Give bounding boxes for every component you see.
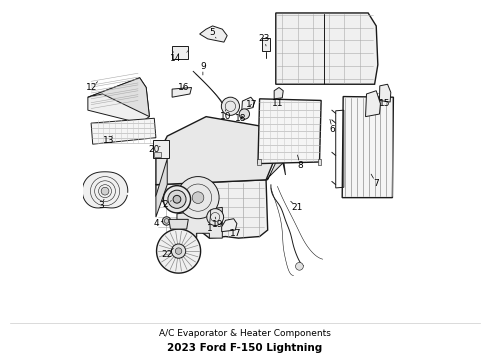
- Text: 19: 19: [212, 220, 223, 229]
- Text: 2: 2: [163, 199, 169, 209]
- Circle shape: [239, 109, 249, 119]
- Polygon shape: [258, 99, 321, 163]
- Text: 23: 23: [259, 34, 270, 43]
- Text: 2023 Ford F-150 Lightning: 2023 Ford F-150 Lightning: [168, 343, 322, 353]
- Bar: [154, 152, 161, 157]
- Polygon shape: [156, 159, 167, 217]
- Text: 12: 12: [86, 83, 98, 92]
- Text: 18: 18: [235, 114, 247, 123]
- Bar: [172, 46, 188, 59]
- Text: 20: 20: [148, 144, 160, 153]
- Polygon shape: [156, 117, 281, 185]
- Polygon shape: [199, 26, 227, 42]
- Polygon shape: [221, 219, 237, 232]
- Polygon shape: [266, 152, 286, 180]
- Text: 5: 5: [210, 28, 216, 37]
- Text: 11: 11: [271, 99, 283, 108]
- Polygon shape: [172, 87, 192, 97]
- Circle shape: [207, 209, 223, 225]
- Polygon shape: [82, 172, 128, 208]
- Text: 8: 8: [297, 161, 303, 170]
- Polygon shape: [88, 78, 149, 117]
- Text: 7: 7: [373, 179, 379, 188]
- Polygon shape: [177, 207, 222, 238]
- Text: 3: 3: [98, 201, 104, 210]
- Polygon shape: [91, 118, 156, 144]
- Circle shape: [177, 176, 219, 219]
- Polygon shape: [88, 78, 149, 123]
- Text: 22: 22: [162, 250, 173, 259]
- Text: A/C Evaporator & Heater Components: A/C Evaporator & Heater Components: [159, 329, 331, 338]
- Text: 4: 4: [153, 219, 159, 228]
- Bar: [263, 38, 270, 51]
- Text: 14: 14: [170, 54, 181, 63]
- Polygon shape: [379, 84, 391, 102]
- Polygon shape: [169, 219, 188, 229]
- Bar: [257, 159, 261, 165]
- Circle shape: [221, 97, 240, 115]
- Text: 10: 10: [220, 112, 231, 121]
- Polygon shape: [276, 13, 378, 84]
- Polygon shape: [274, 87, 283, 99]
- Polygon shape: [156, 180, 268, 238]
- Circle shape: [168, 190, 186, 208]
- Circle shape: [162, 217, 171, 225]
- Text: 15: 15: [379, 99, 390, 108]
- Circle shape: [172, 244, 186, 258]
- Text: 6: 6: [330, 125, 335, 134]
- Polygon shape: [342, 96, 393, 198]
- Circle shape: [192, 192, 204, 203]
- Text: 21: 21: [291, 203, 302, 212]
- Circle shape: [175, 248, 182, 254]
- Text: 1: 1: [206, 224, 212, 233]
- Text: 17: 17: [245, 100, 257, 109]
- Text: 16: 16: [178, 83, 189, 92]
- Circle shape: [101, 187, 109, 195]
- Bar: [318, 159, 321, 165]
- Circle shape: [295, 262, 303, 270]
- Polygon shape: [157, 229, 200, 273]
- Polygon shape: [366, 91, 380, 117]
- Bar: [153, 140, 169, 158]
- Text: 17: 17: [229, 229, 241, 238]
- Polygon shape: [242, 97, 254, 110]
- Text: 13: 13: [103, 136, 115, 145]
- Text: 9: 9: [200, 62, 206, 71]
- Circle shape: [173, 195, 181, 203]
- Circle shape: [163, 186, 191, 213]
